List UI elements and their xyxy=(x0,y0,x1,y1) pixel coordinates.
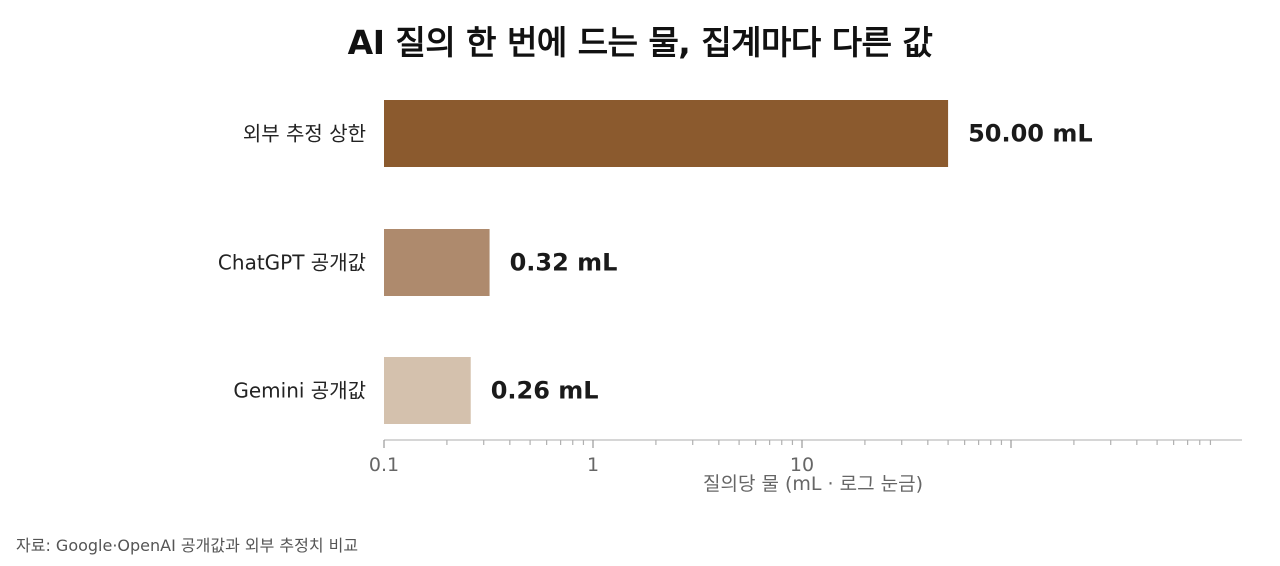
chart-title: AI 질의 한 번에 드는 물, 집계마다 다른 값 xyxy=(347,23,933,62)
value-label: 0.32 mL xyxy=(510,249,618,277)
bars-layer: 외부 추정 상한 50.00 mL ChatGPT 공개값 0.32 mL Gemini… xyxy=(218,100,1093,424)
source-note: 자료: Google·OpenAI 공개값과 외부 추정치 비교 xyxy=(16,536,359,555)
x-axis-label: 질의당 물 (mL · 로그 눈금) xyxy=(703,473,923,495)
tick-label: 10 xyxy=(790,454,814,476)
tick-label: 1 xyxy=(587,454,599,476)
bar xyxy=(384,229,490,296)
tick-label: 0.1 xyxy=(369,454,399,476)
value-label: 50.00 mL xyxy=(968,120,1093,148)
category-label: 외부 추정 상한 xyxy=(243,122,366,146)
value-label: 0.26 mL xyxy=(491,377,599,405)
bar xyxy=(384,100,949,167)
bar xyxy=(384,357,471,424)
category-label: ChatGPT 공개값 xyxy=(218,251,366,275)
category-label: Gemini 공개값 xyxy=(233,379,366,403)
